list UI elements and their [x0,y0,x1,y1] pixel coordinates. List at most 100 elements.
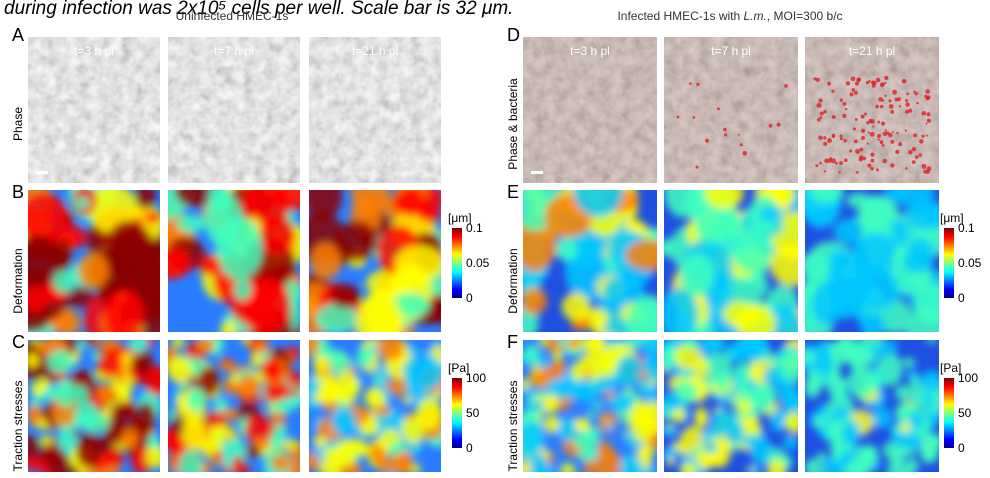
blob [578,449,592,461]
blob [397,190,425,217]
blob [543,393,559,413]
blob [731,228,774,273]
heatmap-blobs [309,340,441,472]
blob [871,462,882,471]
blob [561,292,591,321]
blob [168,249,186,261]
bacteria [895,149,900,155]
bacteria [724,133,728,137]
blob [241,340,251,345]
blob [315,303,358,332]
blob [777,378,797,402]
panel-label: C [12,332,25,352]
blob [28,457,43,471]
blob [707,352,733,387]
bacteria [906,92,910,96]
blob [847,366,875,399]
blob [864,445,876,457]
row-label: Phase & bacteria [506,78,520,170]
bacteria [839,161,843,165]
blob [805,252,832,280]
heatmap-blobs [523,190,657,332]
blob [144,211,160,224]
blob [52,270,76,294]
bacteria [878,96,884,102]
bacteria [884,129,887,132]
bacteria [862,156,867,161]
panel-label: A [12,25,24,45]
bacteria [816,102,822,108]
blob [226,363,240,374]
bacteria [914,91,918,96]
blob [559,463,576,472]
heatmap-blobs [28,340,160,472]
blob [28,404,43,426]
blob [28,353,40,368]
blob [365,389,387,408]
bacteria [926,112,931,117]
blob [416,397,441,430]
blob [896,190,935,210]
blob [570,361,587,382]
bacteria [843,138,847,143]
blob [330,408,358,436]
blob [704,190,744,210]
bacteria [905,167,908,170]
title-part: L.m. [744,9,767,23]
blob [28,234,55,263]
bacteria [905,102,910,107]
bacteria [859,147,864,152]
bacteria [875,77,881,83]
blob [587,350,615,384]
bacteria [879,140,884,144]
bacteria [877,138,880,141]
blob [907,411,924,428]
blob [586,340,604,351]
blob [603,277,630,305]
bacteria [842,101,847,106]
bacteria [855,170,859,174]
blob [906,368,918,379]
bacteria [866,120,870,125]
bacteria [704,138,710,143]
blob [767,459,787,472]
colorbar-tick-label: 0 [466,441,473,455]
bacteria [815,77,820,83]
blob [530,369,552,388]
heatmap [168,190,300,332]
row-label: Traction stresses [11,381,25,472]
blob [703,442,718,454]
bacteria [823,109,827,114]
blob [106,347,124,360]
bacteria [843,158,848,163]
colorbar-tick-label: 100 [958,371,978,385]
blob [523,421,545,456]
blob [812,416,826,427]
blob [900,421,912,434]
blob [553,349,563,362]
blob [28,435,41,463]
blob [523,378,531,390]
bacteria [864,112,867,116]
blob [894,385,912,401]
colorbar [944,378,954,448]
blob [905,307,939,332]
heatmap-blobs [664,190,798,332]
bacteria [776,122,781,127]
bacteria [871,83,876,88]
colorbar [452,378,462,448]
bacteria [904,109,910,114]
bacteria [870,80,875,85]
blob [197,366,220,397]
blob [539,340,549,347]
bacteria [854,90,858,95]
blob [844,461,867,472]
heatmap [805,190,939,332]
colorbar-tick-label: 50 [466,406,480,420]
bacteria [689,82,692,85]
blob [779,348,798,384]
time-label: t=3 h pl [74,44,114,58]
blob [369,444,386,464]
bacteria [870,158,875,163]
bacteria [870,166,874,171]
